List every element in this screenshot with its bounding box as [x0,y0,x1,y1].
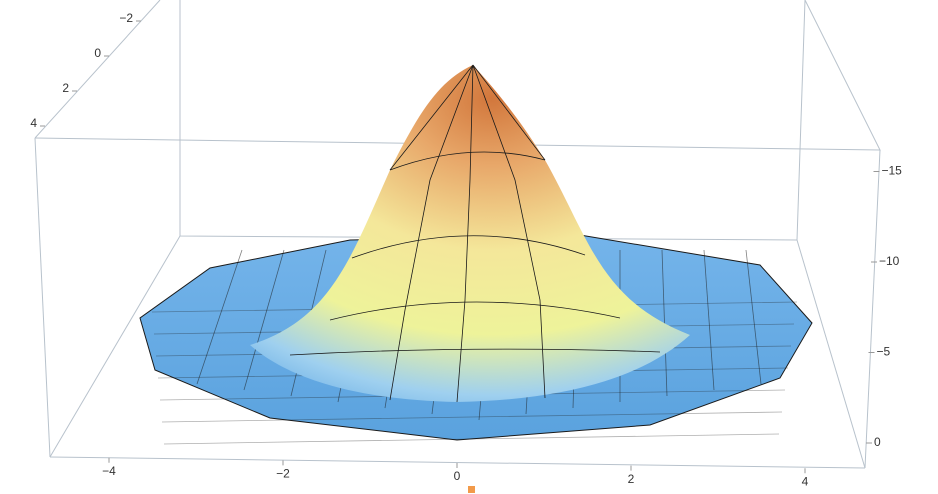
x-tick-label: −2 [276,467,290,481]
mesh-line [243,249,285,391]
x-tick-label: 2 [628,472,635,486]
z-tick-label: 0 [874,435,881,449]
mesh-line [161,411,783,423]
bounding-box [34,0,881,469]
z-tick-label: −10 [879,254,900,268]
mesh-line [661,249,668,397]
mesh-line [703,249,715,391]
surface-peak [250,65,690,402]
y-tick-label: 2 [62,81,69,95]
mesh-line [196,249,243,385]
contour [289,348,661,356]
contour [329,301,621,321]
mesh-line [163,433,780,445]
ridge [456,64,474,403]
y-tick-label: 4 [30,116,37,130]
marker [468,486,475,493]
contour [389,151,546,171]
y-tick-label: 0 [94,46,101,60]
surface [139,64,813,445]
y-tick-label: −2 [119,11,133,25]
x-tick-label: −4 [102,464,116,478]
mesh-line [745,249,762,385]
ridge [472,64,546,399]
z-tick-label: −5 [877,345,891,359]
x-tick-label: 4 [802,474,809,488]
ridge [389,64,474,401]
x-tick-label: 0 [454,469,461,483]
contour [351,235,586,259]
ridge [389,64,474,171]
ridge [472,64,546,161]
z-tick-label: −15 [882,164,903,178]
